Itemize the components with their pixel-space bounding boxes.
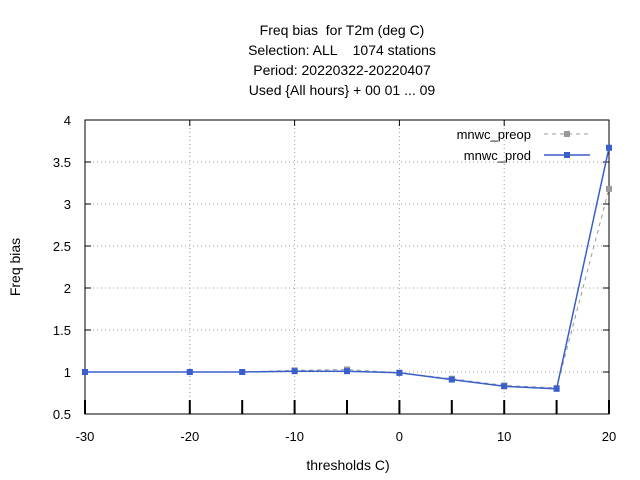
data-point [606, 185, 612, 192]
y-tick-label: 3.5 [53, 155, 71, 170]
axis-ticks: 0.5 1 1.5 2 2.5 3 3.5 4 -30 -20 -10 0 10 20 [53, 113, 616, 444]
data-point [186, 369, 193, 375]
y-axis-label: Freq bias [7, 238, 23, 296]
y-tick-label: 0.5 [53, 407, 71, 422]
y-tick-label: 1.5 [53, 323, 71, 338]
legend: mnwc_preop mnwc_prod [457, 127, 590, 163]
data-point [291, 368, 298, 375]
series-line [85, 147, 610, 390]
y-tick-label: 2 [64, 281, 71, 296]
x-axis-label: thresholds C) [306, 457, 389, 473]
data-point [344, 368, 350, 375]
legend-label: mnwc_preop [457, 127, 531, 142]
legend-swatch-marker [564, 152, 570, 158]
chart-title: Freq bias for T2m (deg C) Selection: ALL… [0, 20, 640, 100]
series-layer [82, 144, 612, 392]
y-tick-label: 1 [64, 365, 71, 380]
data-point [82, 369, 88, 375]
data-point [553, 385, 560, 392]
x-tick-label: -30 [76, 429, 95, 444]
title-line-2: Selection: ALL 1074 stations [248, 42, 436, 58]
y-tick-label: 3 [64, 197, 71, 212]
title-line-4: Used {All hours} + 00 01 ... 09 [248, 82, 436, 98]
y-tick-label: 2.5 [53, 239, 71, 254]
grid-lines [85, 120, 609, 414]
x-tick-label: 20 [602, 429, 616, 444]
legend-swatch-marker [564, 131, 570, 137]
data-point [239, 369, 246, 375]
x-tick-label: 0 [396, 429, 403, 444]
data-point [396, 369, 403, 376]
data-point [606, 144, 612, 151]
data-point [501, 383, 508, 390]
x-tick-label: -10 [285, 429, 304, 444]
x-tick-label: -20 [180, 429, 199, 444]
x-tick-label: 10 [497, 429, 511, 444]
title-line-3: Period: 20220322-20220407 [253, 62, 431, 78]
title-line-1: Freq bias for T2m (deg C) [259, 22, 425, 38]
legend-label: mnwc_prod [464, 148, 531, 163]
series-mnwc_prod [82, 144, 612, 392]
series-line [85, 188, 610, 389]
data-point [448, 376, 455, 383]
y-tick-label: 4 [64, 113, 71, 128]
